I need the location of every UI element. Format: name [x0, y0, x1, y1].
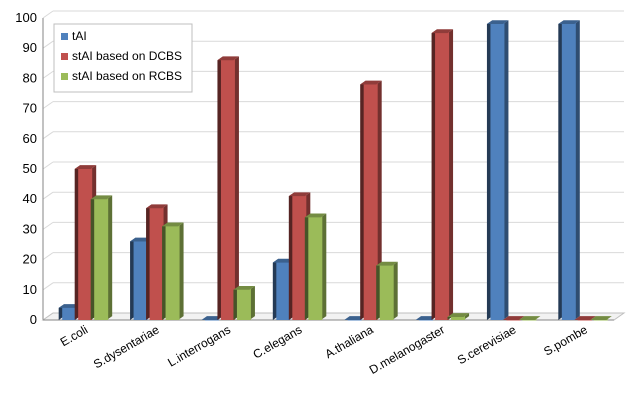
bar-top [590, 316, 612, 320]
gridline-side [42, 101, 54, 110]
y-tick-label: 90 [23, 40, 37, 55]
bar-top [162, 222, 184, 227]
bar-top [360, 80, 382, 85]
gridline-side [42, 282, 54, 291]
gridline-side [42, 70, 54, 79]
bar-top [574, 316, 596, 320]
bar-top [502, 316, 525, 320]
x-tick-label: S.cerevisiae [455, 322, 519, 367]
x-tick-label: A.thaliana [322, 322, 376, 361]
bar-top [288, 192, 311, 197]
gridline-side [42, 191, 54, 200]
x-tick-label: L.interrogans [165, 322, 233, 369]
bar [292, 195, 307, 320]
x-tick-label: E.coli [58, 322, 90, 349]
legend-label-dcbs: stAI based on DCBS [72, 49, 182, 63]
y-tick-label: 60 [23, 131, 37, 146]
bar [451, 315, 466, 320]
gridline-side [42, 40, 54, 49]
bar [561, 22, 576, 321]
x-axis-labels: E.coli S.dysentariae L.interrogans C.elegan… [58, 322, 590, 377]
bar-top [233, 285, 255, 290]
gridline-side [42, 252, 54, 261]
bar-top [486, 20, 509, 25]
bar-top [558, 20, 580, 25]
x-tick-label: C.elegans [251, 322, 305, 361]
x-tick-label: D.melanogaster [367, 322, 447, 376]
legend-swatch-tai [61, 33, 68, 40]
y-tick-label: 50 [23, 161, 37, 176]
gridline-side [42, 10, 54, 19]
bar [236, 288, 251, 320]
y-tick-label: 20 [23, 252, 37, 267]
bar [490, 22, 505, 321]
bar-top [518, 316, 541, 320]
y-tick-label: 40 [23, 191, 37, 206]
bar-top [146, 204, 168, 209]
y-tick-label: 80 [23, 70, 37, 85]
legend-swatch-rcbs [61, 73, 68, 80]
legend-box [53, 23, 193, 93]
bar-top [376, 261, 398, 266]
bar [78, 167, 93, 320]
bar [149, 207, 164, 320]
bar-top [74, 165, 97, 169]
y-tick-label: 70 [23, 101, 37, 116]
y-tick-label: 0 [30, 312, 37, 327]
bar [133, 240, 148, 320]
y-axis-ticks: 0 10 20 30 40 50 60 70 80 90 100 [15, 10, 37, 327]
y-tick-label: 30 [23, 221, 37, 236]
y-tick-label: 10 [23, 282, 37, 297]
bar-top [304, 213, 327, 218]
bar-top [217, 56, 239, 61]
bar [308, 216, 323, 320]
bar-top [447, 313, 470, 317]
y-tick-label: 100 [15, 10, 37, 25]
legend-label-tai: tAI [72, 29, 87, 43]
legend-swatch-dcbs [61, 53, 68, 60]
gridline-side [42, 161, 54, 170]
legend: tAI stAI based on DCBS stAI based on RCB… [53, 23, 193, 93]
gridline-side [42, 221, 54, 230]
bar [220, 59, 235, 320]
bar [379, 264, 394, 320]
bar [363, 83, 378, 320]
legend-label-rcbs: stAI based on RCBS [72, 69, 182, 83]
x-tick-label: S.dysentariae [91, 322, 162, 371]
bar [435, 32, 450, 321]
x-tick-label: S.pombe [541, 322, 590, 358]
bar [62, 306, 77, 320]
bar [276, 261, 291, 320]
gridline-side [42, 131, 54, 140]
bar-top [90, 195, 113, 200]
bar [94, 198, 109, 320]
bars [58, 20, 612, 321]
bar-top [431, 29, 454, 34]
bar [165, 225, 180, 320]
